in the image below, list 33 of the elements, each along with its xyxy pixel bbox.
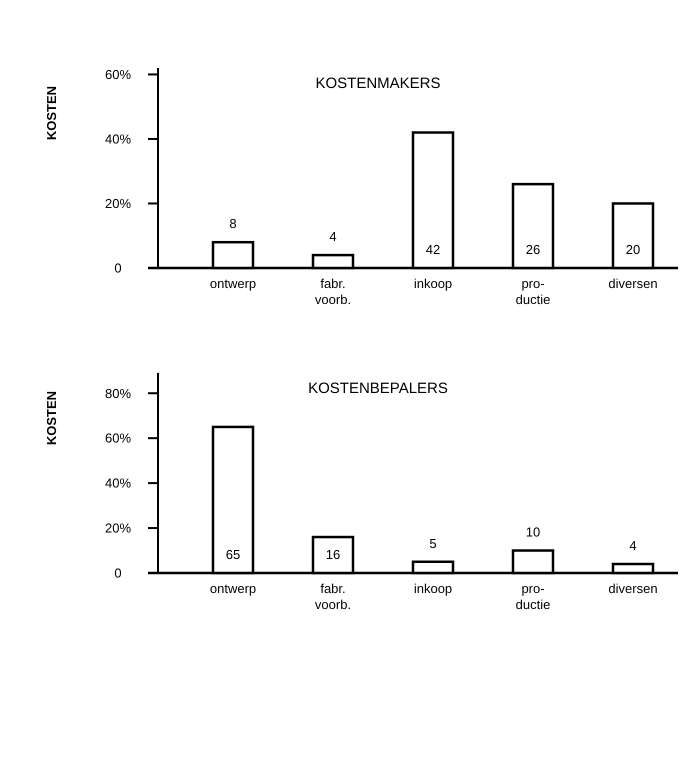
x-tick-label: fabr. voorb.: [314, 581, 352, 612]
x-tick-label: pro- ductie: [516, 581, 550, 612]
y-axis-title: KOSTEN: [44, 86, 59, 140]
y-tick-label: 40%: [104, 132, 132, 147]
y-tick-label: 60%: [104, 67, 132, 82]
y-tick-label: 0: [114, 566, 122, 581]
data-label: 20: [626, 242, 640, 257]
data-label: 16: [326, 547, 340, 562]
text: KOSTENBEPALERS: [308, 380, 448, 397]
data-label: 4: [329, 229, 337, 244]
x-tick-label: diversen: [608, 276, 658, 291]
y-tick-label: 60%: [104, 430, 132, 446]
y-tick-label: 0: [114, 260, 122, 276]
y-tick-label: 20%: [104, 520, 132, 536]
data-label: 4: [629, 538, 637, 554]
x-tick-label: ontwerp: [210, 276, 256, 291]
data-label: 26: [526, 242, 540, 257]
data-label: 42: [426, 242, 440, 257]
x-tick-label: diversen: [608, 581, 658, 596]
x-tick-label: fabr. voorb.: [314, 276, 352, 307]
y-axis-title: KOSTEN: [44, 391, 59, 446]
data-label: 5: [429, 536, 437, 551]
x-tick-label: ontwerp: [210, 581, 256, 596]
text: KOSTENMAKERS: [315, 75, 441, 92]
x-tick-label: inkoop: [414, 581, 452, 596]
y-tick-label: 80%: [104, 386, 132, 401]
y-tick-label: 20%: [104, 196, 132, 212]
x-tick-label: pro- ductie: [516, 276, 550, 307]
data-label: 65: [226, 547, 240, 562]
data-label: 10: [526, 524, 540, 540]
y-tick-label: 40%: [104, 476, 132, 491]
data-label: 8: [229, 216, 237, 232]
x-tick-label: inkoop: [414, 276, 452, 291]
